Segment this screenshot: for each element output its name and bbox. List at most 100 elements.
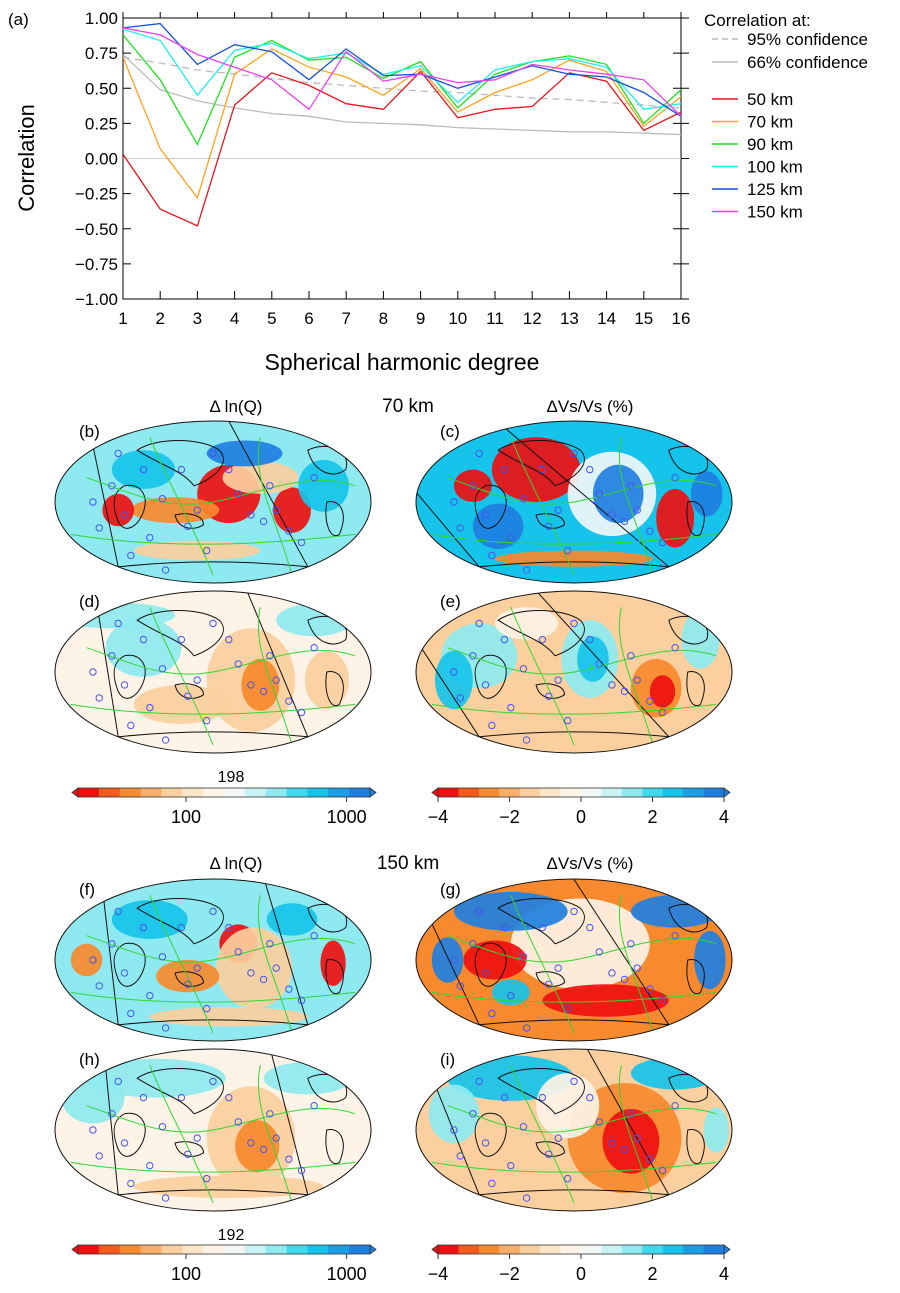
station-marker: [519, 495, 528, 503]
y-tick-label: −0.75: [75, 255, 118, 274]
station-marker: [234, 948, 242, 956]
q-reference-value-70: 198: [218, 769, 245, 786]
map-outline: [415, 878, 733, 1042]
colorbar-swatch: [349, 1245, 371, 1254]
x-tick-label: 2: [155, 309, 164, 328]
coastline: [686, 1129, 705, 1165]
station-marker: [225, 923, 233, 932]
station-marker: [120, 969, 129, 977]
station-marker: [450, 1126, 458, 1134]
station-marker: [545, 522, 553, 530]
series-line: [123, 70, 681, 227]
station-marker: [146, 1161, 154, 1170]
maps-grid-150km: (f) (g) (h) (i): [54, 878, 733, 1212]
colorbar-swatch: [286, 1245, 308, 1254]
map-panel-label: (f): [79, 880, 95, 899]
x-tick-label: 14: [597, 309, 616, 328]
station-marker: [297, 708, 306, 717]
station-marker: [627, 1110, 635, 1118]
station-marker: [247, 1139, 255, 1147]
anomaly-blob: [111, 450, 176, 490]
coastline: [474, 942, 507, 987]
x-axis: 1 2 3 4 5 6 7 8 9 10 11 12 13 14 15 16: [118, 12, 690, 328]
station-marker: [595, 490, 603, 498]
anomaly-blob: [649, 675, 676, 708]
map-title-q-150: Δ ln(Q): [210, 854, 263, 873]
station-marker: [671, 932, 679, 940]
plate-boundary: [257, 1065, 293, 1204]
station-marker: [158, 1123, 167, 1131]
colorbar-swatch: [560, 788, 582, 797]
colorbar-swatch: [98, 788, 121, 797]
y-tick-label: 0.75: [85, 44, 118, 63]
y-tick-label: 1.00: [85, 9, 118, 28]
station-marker: [310, 644, 318, 652]
colorbar-swatch: [98, 1245, 121, 1254]
coastline: [497, 1067, 585, 1115]
colorbar-tick-label: 100: [171, 1264, 201, 1284]
anomaly-blob: [111, 900, 188, 939]
station-marker: [259, 975, 268, 984]
plate-boundary: [510, 437, 575, 576]
map-field: [55, 591, 371, 753]
map-panel-label: (c): [440, 422, 460, 441]
plate-boundary: [257, 895, 293, 1034]
map-outline: [54, 878, 372, 1042]
vs-colorbar-150km: −4 −2 0 2 4: [428, 1244, 731, 1284]
station-marker: [184, 692, 192, 700]
station-marker: [595, 1118, 603, 1126]
station-marker: [161, 736, 170, 744]
q-colorbar-150km: 100 1000: [71, 1244, 377, 1284]
station-marker: [500, 923, 509, 932]
station-marker: [202, 1174, 211, 1183]
station-marker: [570, 619, 578, 628]
station-marker: [95, 694, 103, 702]
anomaly-blob: [434, 650, 473, 710]
station-marker: [570, 449, 578, 458]
station-marker: [608, 511, 616, 519]
station-marker: [225, 465, 233, 474]
station-marker: [469, 940, 477, 948]
anomaly-blob: [690, 471, 723, 517]
station-marker: [285, 697, 293, 705]
coastline: [474, 654, 507, 699]
plate-boundary: [70, 533, 356, 545]
station-marker: [608, 1139, 616, 1147]
station-marker: [586, 1093, 594, 1102]
map-outline: [54, 1048, 372, 1212]
series-line: [123, 27, 681, 117]
plate-boundary: [257, 437, 293, 576]
station-marker: [139, 465, 148, 474]
map-title-vs-70: ΔVs/Vs (%): [547, 397, 634, 416]
colorbar-arrow-right: [723, 787, 731, 798]
coastline: [174, 513, 205, 529]
station-marker: [450, 498, 458, 506]
map-panel: (c): [415, 420, 733, 584]
colorbar-swatch: [560, 1245, 582, 1254]
map-panel: (g): [415, 878, 733, 1042]
station-marker: [297, 996, 306, 1005]
plate-boundary: [431, 703, 717, 715]
plate-boundary: [149, 437, 214, 576]
colorbar-swatch: [642, 788, 664, 797]
map-panel: (b): [54, 420, 372, 584]
series-line: [123, 22, 681, 117]
station-marker: [89, 956, 97, 964]
station-marker: [620, 1145, 629, 1154]
coastline: [668, 615, 709, 645]
coastline: [174, 683, 205, 699]
coastline: [535, 683, 566, 699]
station-marker: [450, 668, 458, 676]
station-marker: [297, 538, 306, 547]
station-marker: [658, 996, 667, 1005]
station-marker: [120, 511, 129, 519]
station-marker: [161, 566, 170, 574]
station-marker: [139, 923, 148, 932]
station-marker: [139, 1093, 148, 1102]
colorbar-swatch: [438, 788, 459, 797]
station-marker: [481, 1139, 490, 1147]
x-tick-label: 15: [634, 309, 653, 328]
coastline: [113, 654, 146, 699]
station-marker: [259, 517, 268, 526]
station-marker: [671, 474, 679, 482]
